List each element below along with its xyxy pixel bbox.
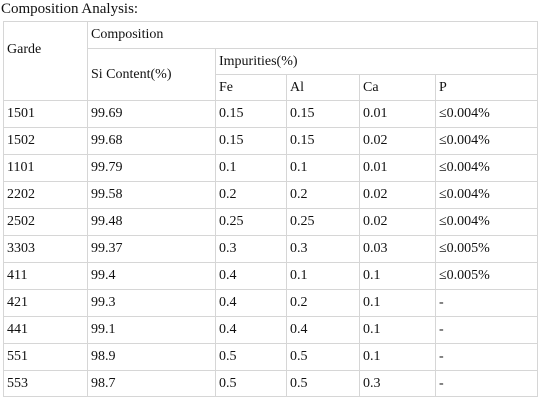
header-row-3: Fe Al Ca P — [4, 74, 539, 101]
cell-si-content: 99.69 — [87, 100, 216, 128]
cell-fe: 0.2 — [215, 181, 287, 209]
header-al: Al — [286, 74, 360, 101]
header-row-2: Si Content(%) Impurities(%) — [4, 48, 539, 101]
cell-fe: 0.1 — [215, 154, 287, 182]
cell-p: ≤0.004% — [434, 100, 539, 128]
cell-ca: 0.03 — [359, 235, 436, 263]
cell-p: ≤0.004% — [434, 181, 539, 209]
cell-fe: 0.4 — [215, 316, 287, 344]
cell-ca: 0.1 — [359, 316, 436, 344]
cell-fe: 0.15 — [215, 100, 287, 128]
table-row: 421 99.3 0.4 0.2 0.1- — [3, 289, 539, 317]
cell-al: 0.15 — [286, 127, 360, 155]
cell-ca: 0.1 — [359, 289, 436, 317]
cell-si-content: 98.9 — [87, 343, 216, 371]
cell-grade: 551 — [3, 343, 88, 371]
cell-p: - — [434, 370, 539, 397]
cell-fe: 0.5 — [215, 370, 287, 397]
header-composition: Composition — [86, 21, 539, 49]
header-si-content: Si Content(%) — [87, 48, 216, 101]
cell-grade: 1101 — [3, 154, 88, 182]
page-title: Composition Analysis: — [1, 1, 139, 17]
table-row: 2502 99.48 0.25 0.25 0.02 ≤0.004% — [3, 208, 539, 236]
cell-al: 0.15 — [286, 100, 360, 128]
cell-si-content: 99.4 — [87, 262, 216, 290]
cell-p: - — [434, 289, 539, 317]
cell-fe: 0.5 — [215, 343, 287, 371]
composition-table: Garde Composition Si Content(%) Impuriti… — [3, 21, 539, 397]
cell-al: 0.1 — [286, 262, 360, 290]
header-grade: Garde — [3, 21, 88, 101]
table-row: 2202 99.58 0.2 0.2 0.02 ≤0.004% — [3, 181, 539, 209]
table-row: 3303 99.37 0.3 0.3 0.03 ≤0.005% — [3, 235, 539, 263]
cell-al: 0.2 — [286, 181, 360, 209]
cell-grade: 3303 — [3, 235, 88, 263]
cell-p: - — [434, 343, 539, 371]
cell-ca: 0.01 — [359, 154, 436, 182]
cell-si-content: 99.37 — [87, 235, 216, 263]
cell-ca: 0.1 — [359, 343, 436, 371]
cell-al: 0.25 — [286, 208, 360, 236]
header-ca: Ca — [359, 74, 436, 101]
cell-al: 0.5 — [286, 370, 360, 397]
header-p: P — [434, 74, 539, 101]
cell-fe: 0.3 — [215, 235, 287, 263]
header-impurities: Impurities(%) — [214, 48, 539, 75]
cell-si-content: 99.1 — [87, 316, 216, 344]
cell-al: 0.5 — [286, 343, 360, 371]
cell-al: 0.1 — [286, 154, 360, 182]
cell-p: ≤0.004% — [434, 127, 539, 155]
cell-grade: 441 — [3, 316, 88, 344]
table-row: 551 98.9 0.5 0.5 0.1- — [3, 343, 539, 371]
cell-grade: 2502 — [3, 208, 88, 236]
cell-grade: 2202 — [3, 181, 88, 209]
header-fe: Fe — [215, 74, 287, 101]
table-row: 553 98.7 0.5 0.5 0.3- — [3, 370, 539, 397]
cell-grade: 411 — [3, 262, 88, 290]
table-row: 411 99.4 0.4 0.1 0.1 ≤0.005% — [3, 262, 539, 290]
cell-si-content: 99.68 — [87, 127, 216, 155]
cell-grade: 1502 — [3, 127, 88, 155]
cell-si-content: 98.7 — [87, 370, 216, 397]
cell-ca: 0.02 — [359, 127, 436, 155]
cell-ca: 0.3 — [359, 370, 436, 397]
cell-grade: 421 — [3, 289, 88, 317]
table-row: 1502 99.68 0.15 0.15 0.02 ≤0.004% — [3, 127, 539, 155]
cell-si-content: 99.48 — [87, 208, 216, 236]
cell-ca: 0.01 — [359, 100, 436, 128]
cell-ca: 0.02 — [359, 181, 436, 209]
cell-p: ≤0.004% — [434, 154, 539, 182]
table-row: 441 99.1 0.4 0.4 0.1- — [3, 316, 539, 344]
header-row-1: Garde Composition — [3, 21, 539, 101]
cell-fe: 0.4 — [215, 262, 287, 290]
table-row: 1501 99.69 0.15 0.15 0.01 ≤0.004% — [3, 100, 539, 128]
cell-p: ≤0.005% — [434, 235, 539, 263]
cell-fe: 0.15 — [215, 127, 287, 155]
cell-p: - — [434, 316, 539, 344]
cell-ca: 0.1 — [359, 262, 436, 290]
cell-fe: 0.25 — [215, 208, 287, 236]
cell-ca: 0.02 — [359, 208, 436, 236]
cell-al: 0.2 — [286, 289, 360, 317]
cell-grade: 553 — [3, 370, 88, 397]
cell-p: ≤0.005% — [434, 262, 539, 290]
cell-al: 0.4 — [286, 316, 360, 344]
cell-grade: 1501 — [3, 100, 88, 128]
cell-p: ≤0.004% — [434, 208, 539, 236]
cell-si-content: 99.3 — [87, 289, 216, 317]
cell-si-content: 99.79 — [87, 154, 216, 182]
cell-fe: 0.4 — [215, 289, 287, 317]
cell-al: 0.3 — [286, 235, 360, 263]
table-row: 1101 99.79 0.1 0.1 0.01 ≤0.004% — [3, 154, 539, 182]
cell-si-content: 99.58 — [87, 181, 216, 209]
